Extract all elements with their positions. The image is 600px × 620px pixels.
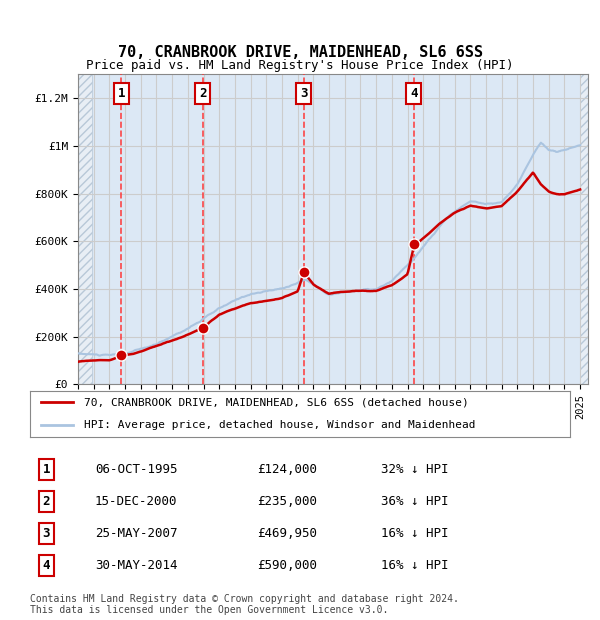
Text: £590,000: £590,000 xyxy=(257,559,317,572)
Text: 16% ↓ HPI: 16% ↓ HPI xyxy=(381,559,449,572)
Text: 1: 1 xyxy=(43,463,50,476)
Text: 2: 2 xyxy=(199,87,206,100)
Text: 15-DEC-2000: 15-DEC-2000 xyxy=(95,495,178,508)
Text: 16% ↓ HPI: 16% ↓ HPI xyxy=(381,527,449,540)
Text: 30-MAY-2014: 30-MAY-2014 xyxy=(95,559,178,572)
Text: 06-OCT-1995: 06-OCT-1995 xyxy=(95,463,178,476)
Text: £469,950: £469,950 xyxy=(257,527,317,540)
Text: 25-MAY-2007: 25-MAY-2007 xyxy=(95,527,178,540)
Text: £235,000: £235,000 xyxy=(257,495,317,508)
Text: 36% ↓ HPI: 36% ↓ HPI xyxy=(381,495,449,508)
Text: Contains HM Land Registry data © Crown copyright and database right 2024.
This d: Contains HM Land Registry data © Crown c… xyxy=(30,594,459,615)
Bar xyxy=(580,74,588,384)
Bar xyxy=(78,74,92,384)
Text: 32% ↓ HPI: 32% ↓ HPI xyxy=(381,463,449,476)
Text: £124,000: £124,000 xyxy=(257,463,317,476)
Text: 70, CRANBROOK DRIVE, MAIDENHEAD, SL6 6SS: 70, CRANBROOK DRIVE, MAIDENHEAD, SL6 6SS xyxy=(118,45,482,60)
Text: 1: 1 xyxy=(118,87,125,100)
Text: 3: 3 xyxy=(300,87,308,100)
Text: 3: 3 xyxy=(43,527,50,540)
Text: HPI: Average price, detached house, Windsor and Maidenhead: HPI: Average price, detached house, Wind… xyxy=(84,420,476,430)
Text: 70, CRANBROOK DRIVE, MAIDENHEAD, SL6 6SS (detached house): 70, CRANBROOK DRIVE, MAIDENHEAD, SL6 6SS… xyxy=(84,397,469,407)
Text: 4: 4 xyxy=(43,559,50,572)
Bar xyxy=(78,74,92,384)
Text: 4: 4 xyxy=(410,87,418,100)
Text: 2: 2 xyxy=(43,495,50,508)
Text: Price paid vs. HM Land Registry's House Price Index (HPI): Price paid vs. HM Land Registry's House … xyxy=(86,59,514,71)
Bar xyxy=(580,74,588,384)
